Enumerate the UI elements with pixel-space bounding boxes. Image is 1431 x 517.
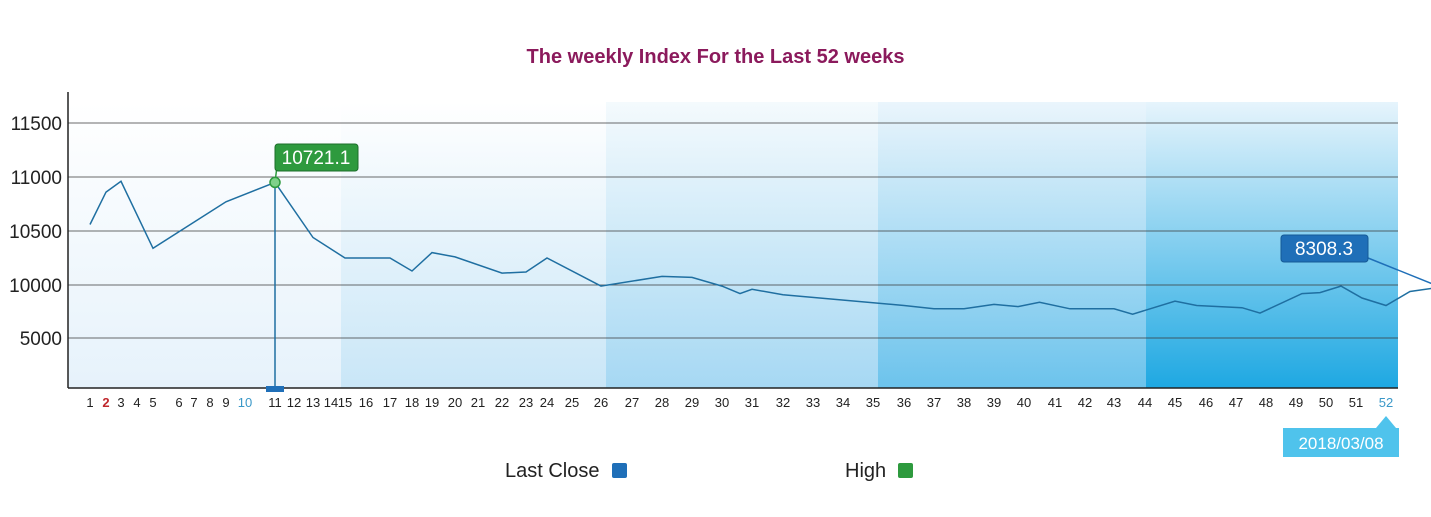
x-tick-label: 25 [565, 395, 579, 410]
x-tick-label: 18 [405, 395, 419, 410]
x-tick-label: 9 [222, 395, 229, 410]
last-callout-leader [1367, 257, 1431, 285]
x-tick-label: 29 [685, 395, 699, 410]
x-tick-label: 16 [359, 395, 373, 410]
y-tick-label: 11500 [11, 114, 62, 135]
x-tick-label: 47 [1229, 395, 1243, 410]
x-tick-label: 4 [133, 395, 140, 410]
date-badge-label: 2018/03/08 [1298, 434, 1383, 453]
x-tick-label: 40 [1017, 395, 1031, 410]
x-tick-label: 30 [715, 395, 729, 410]
x-tick-label: 45 [1168, 395, 1182, 410]
x-tick-label: 41 [1048, 395, 1062, 410]
x-tick-label: 23 [519, 395, 533, 410]
x-tick-label: 32 [776, 395, 790, 410]
x-tick-label: 48 [1259, 395, 1273, 410]
x-tick-label: 28 [655, 395, 669, 410]
x-tick-label: 31 [745, 395, 759, 410]
background-band [341, 102, 606, 388]
high-callout-box [274, 143, 359, 172]
y-tick-label: 10500 [9, 222, 62, 243]
x-tick-label: 26 [594, 395, 608, 410]
date-badge-pointer [1376, 416, 1396, 428]
x-tick-label: 2 [102, 395, 109, 410]
high-callout-label: 10721.1 [282, 148, 351, 169]
legend-swatch-last-close [611, 463, 627, 478]
x-tick-label: 5 [149, 395, 156, 410]
x-tick-label: 12 [287, 395, 301, 410]
last-callout-label: 8308.3 [1295, 239, 1353, 260]
x-tick-label: 39 [987, 395, 1001, 410]
y-tick-label: 5000 [20, 329, 62, 350]
legend-high: High [845, 460, 914, 483]
chart-title: The weekly Index For the Last 52 weeks [526, 46, 905, 68]
x-tick-label: 34 [836, 395, 850, 410]
x-tick-label: 49 [1289, 395, 1303, 410]
x-tick-label: 13 [306, 395, 320, 410]
x-tick-label: 7 [190, 395, 197, 410]
last-callout-box [1280, 234, 1369, 263]
x-tick-label: 42 [1078, 395, 1092, 410]
x-tick-label: 46 [1199, 395, 1213, 410]
background-band [606, 102, 878, 388]
x-tick-label: 24 [540, 395, 554, 410]
high-point [269, 176, 281, 189]
high-axis-marker [266, 386, 284, 392]
x-tick-label: 52 [1379, 395, 1393, 410]
x-tick-label: 21 [471, 395, 485, 410]
x-tick-label: 11 [268, 395, 282, 410]
x-tick-label: 43 [1107, 395, 1121, 410]
y-tick-label: 11000 [11, 168, 62, 189]
x-tick-label: 27 [625, 395, 639, 410]
x-tick-label: 36 [897, 395, 911, 410]
x-tick-label: 14 [324, 395, 338, 410]
x-tick-label: 38 [957, 395, 971, 410]
x-tick-label: 10 [238, 395, 252, 410]
background-band [878, 102, 1146, 388]
x-tick-label: 1 [86, 395, 93, 410]
date-badge [1283, 428, 1399, 457]
x-tick-label: 6 [175, 395, 182, 410]
x-tick-label: 15 [338, 395, 352, 410]
legend-swatch-high [898, 463, 914, 478]
x-tick-label: 37 [927, 395, 941, 410]
x-tick-label: 17 [383, 395, 397, 410]
legend-label-high: High [845, 460, 887, 482]
x-tick-label: 35 [866, 395, 880, 410]
legend-last-close: Last Close [505, 460, 627, 483]
x-tick-label: 33 [806, 395, 820, 410]
y-tick-label: 10000 [9, 276, 62, 297]
x-tick-label: 44 [1138, 395, 1152, 410]
x-tick-label: 22 [495, 395, 509, 410]
x-tick-label: 19 [425, 395, 439, 410]
x-tick-label: 51 [1349, 395, 1363, 410]
x-tick-label: 8 [206, 395, 213, 410]
index-line [89, 180, 1431, 315]
x-tick-label: 20 [448, 395, 462, 410]
x-tick-label: 50 [1319, 395, 1333, 410]
legend-label-last-close: Last Close [505, 460, 600, 482]
x-tick-label: 3 [117, 395, 124, 410]
